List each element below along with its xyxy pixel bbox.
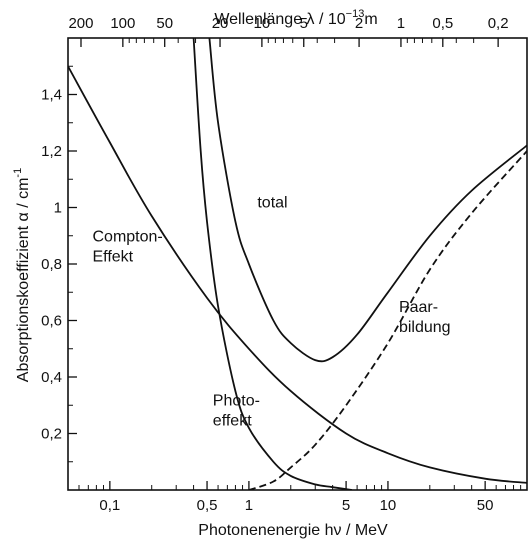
x-tick-label: 0,1	[99, 497, 120, 514]
x2-tick-label: 10	[254, 15, 271, 32]
x2-tick-label: 2	[355, 15, 363, 32]
y-tick-label: 1	[54, 200, 62, 217]
top-axis-title: Wellenlänge λ / 10−13m	[214, 8, 377, 28]
y-tick-label: 1,2	[41, 143, 62, 160]
annotations: total Compton- Effekt Photo-effekt Paar-bild…	[92, 195, 450, 430]
x2-tick-label: 0,2	[488, 15, 509, 32]
annotation-photo: effekt	[213, 412, 252, 429]
y-axis-title: Absorptionskoeffizient α / cm-1	[12, 168, 32, 382]
series-line-1	[208, 38, 527, 363]
x2-tick-label: 5	[300, 15, 308, 32]
x2-tick-label: 0,5	[432, 15, 453, 32]
series-line-2	[68, 65, 527, 484]
y-tick-label: 0,4	[41, 369, 62, 386]
y-tick-label: 0,8	[41, 256, 62, 273]
annotation-paar: Paar-	[399, 299, 438, 316]
x2-tick-label: 50	[156, 15, 173, 32]
series-line-4	[248, 150, 527, 490]
y-tick-label: 1,4	[41, 87, 62, 104]
x2-tick-label: 100	[110, 15, 135, 32]
plot-area	[68, 38, 527, 490]
y-tick-label: 0,2	[41, 426, 62, 443]
x2-tick-label: 1	[397, 15, 405, 32]
annotation-paar: bildung	[399, 319, 451, 336]
axes: 0,1 0,5 1 5 10 50 200 100 50 20 10 5 2 1 0,5 0,2 0,2 0,4 0…	[41, 15, 528, 514]
x-tick-label: 1	[245, 497, 253, 514]
x2-tick-label: 20	[212, 15, 229, 32]
x2-tick-label: 200	[68, 15, 93, 32]
annotation-compton: Compton-	[92, 228, 162, 245]
annotation-photo: Photo-	[213, 392, 260, 409]
y-tick-label: 0,6	[41, 313, 62, 330]
labels: Photonenenergie hν / MeV Wellenlänge λ /…	[12, 8, 388, 539]
annotation-compton: Effekt	[92, 248, 133, 265]
x-tick-label: 10	[380, 497, 397, 514]
x-tick-label: 50	[477, 497, 494, 514]
x-tick-label: 0,5	[197, 497, 218, 514]
x-axis-title: Photonenenergie hν / MeV	[198, 522, 388, 539]
series-line-3	[192, 38, 353, 490]
x-tick-label: 5	[342, 497, 350, 514]
annotation-total: total	[257, 195, 287, 212]
plot-frame	[67, 37, 528, 491]
